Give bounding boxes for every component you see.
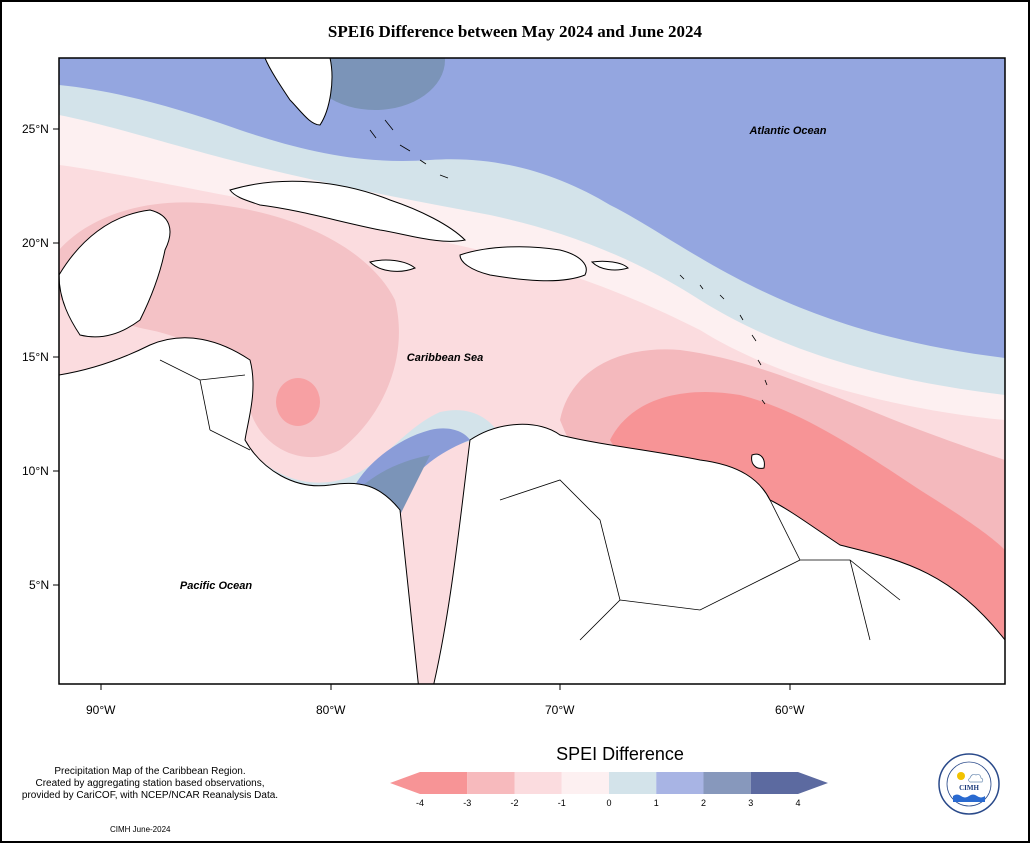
legend-swatch-5	[656, 772, 704, 794]
south-america-outline	[433, 423, 1005, 684]
cuba-outline	[229, 180, 467, 242]
spei-patch-red-west	[276, 378, 320, 426]
label-atlantic-ocean: Atlantic Ocean	[748, 125, 826, 137]
sun-icon	[957, 772, 965, 780]
spei-band-blue-north	[59, 58, 1005, 358]
credits-line-1: Precipitation Map of the Caribbean Regio…	[54, 766, 246, 777]
lat-label-5: 5°N	[29, 578, 50, 592]
lesser-antilles-outline	[679, 274, 768, 405]
credits-line-2: Created by aggregating station based obs…	[35, 778, 265, 789]
bahamas-outline	[369, 119, 449, 179]
lon-label-60: 60°W	[775, 703, 805, 717]
map-title: SPEI6 Difference between May 2024 and Ju…	[327, 22, 703, 41]
legend-tick-label: 3	[748, 798, 754, 808]
central-america-outline	[59, 337, 419, 684]
spei-patch-dark-blue-panama	[360, 455, 430, 515]
legend-tick-label: 4	[795, 798, 801, 808]
jamaica-outline	[369, 259, 416, 272]
legend-tick-label: 2	[700, 798, 706, 808]
hispaniola-outline	[459, 246, 587, 282]
legend-colorbar	[390, 772, 828, 794]
lat-label-15: 15°N	[22, 350, 49, 364]
legend-swatch-2	[514, 772, 562, 794]
spei-patch-dark-blue-bahamas	[305, 58, 445, 110]
legend-swatch-0	[390, 772, 468, 794]
cloud-icon	[968, 774, 984, 783]
puerto-rico-outline	[590, 260, 629, 271]
legend-title: SPEI Difference	[556, 744, 684, 764]
map-border	[58, 57, 1006, 685]
legend-swatch-1	[467, 772, 515, 794]
lon-label-70: 70°W	[545, 703, 575, 717]
legend-swatch-7	[750, 772, 828, 794]
lon-label-80: 80°W	[316, 703, 346, 717]
lon-label-90: 90°W	[86, 703, 116, 717]
lat-label-20: 20°N	[22, 236, 49, 250]
cimh-logo: CIMH	[938, 753, 1000, 815]
legend-swatch-6	[703, 772, 751, 794]
honduras-border	[159, 359, 251, 451]
legend-swatch-3	[561, 772, 609, 794]
label-pacific-ocean: Pacific Ocean	[180, 580, 252, 592]
legend-tick-label: 1	[653, 798, 659, 808]
label-caribbean-sea: Caribbean Sea	[407, 352, 483, 364]
lat-label-25: 25°N	[22, 122, 49, 136]
waves-icon	[953, 794, 985, 802]
legend-tick-label: -1	[557, 798, 566, 808]
legend-tick-label: -2	[510, 798, 519, 808]
legend-tick-label: -3	[463, 798, 472, 808]
trinidad-outline	[751, 453, 765, 469]
legend-swatch-4	[609, 772, 657, 794]
yucatan-outline	[59, 209, 171, 338]
logo-text: CIMH	[959, 784, 979, 792]
credits-line-3: provided by CariCOF, with NCEP/NCAR Rean…	[21, 790, 279, 801]
credits-block: Precipitation Map of the Caribbean Regio…	[10, 766, 290, 802]
legend-tick-label: -4	[415, 798, 424, 808]
credits-stamp: CIMH June-2024	[110, 825, 171, 834]
legend-tick-label: 0	[606, 798, 612, 808]
colombia-venezuela-border	[499, 479, 901, 641]
florida-outline	[264, 58, 333, 126]
lat-label-10: 10°N	[22, 464, 49, 478]
